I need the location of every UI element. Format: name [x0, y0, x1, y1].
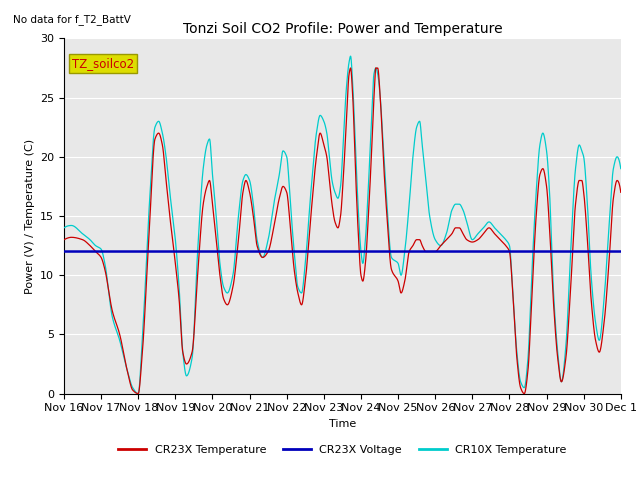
Text: No data for f_T2_BattV: No data for f_T2_BattV [13, 14, 131, 25]
Text: TZ_soilco2: TZ_soilco2 [72, 57, 134, 70]
Title: Tonzi Soil CO2 Profile: Power and Temperature: Tonzi Soil CO2 Profile: Power and Temper… [182, 22, 502, 36]
X-axis label: Time: Time [329, 419, 356, 429]
Y-axis label: Power (V) / Temperature (C): Power (V) / Temperature (C) [24, 138, 35, 294]
Legend: CR23X Temperature, CR23X Voltage, CR10X Temperature: CR23X Temperature, CR23X Voltage, CR10X … [113, 440, 572, 459]
